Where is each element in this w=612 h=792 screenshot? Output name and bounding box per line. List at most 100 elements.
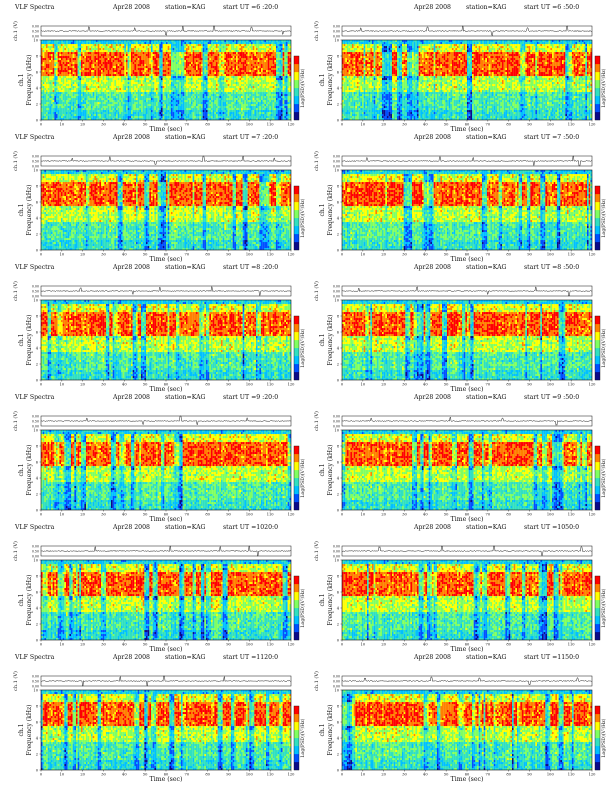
heatmap-cell — [134, 88, 136, 90]
heatmap-cell — [196, 98, 198, 100]
heatmap-cell — [223, 112, 225, 114]
heatmap-cell — [119, 74, 121, 76]
heatmap-cell — [158, 86, 160, 88]
heatmap-cell — [206, 60, 208, 62]
heatmap-cell — [43, 96, 45, 98]
heatmap-cell — [124, 96, 126, 98]
heatmap-cell — [166, 74, 168, 76]
heatmap-cell — [229, 60, 231, 62]
heatmap-cell — [81, 100, 83, 102]
heatmap-cell — [201, 106, 203, 108]
heatmap-cell — [143, 112, 145, 114]
heatmap-cell — [119, 62, 121, 64]
heatmap-cell — [59, 56, 61, 58]
heatmap-cell — [134, 108, 136, 110]
heatmap-cell — [121, 92, 123, 94]
heatmap-cell — [206, 52, 208, 54]
heatmap-cell — [51, 66, 53, 68]
heatmap-cell — [66, 74, 68, 76]
heatmap-cell — [241, 58, 243, 60]
heatmap-cell — [68, 68, 70, 70]
heatmap-cell — [71, 98, 73, 100]
heatmap-cell — [138, 94, 140, 96]
heatmap-cell — [248, 102, 250, 104]
heatmap-cell — [123, 40, 125, 42]
heatmap-cell — [64, 54, 66, 56]
heatmap-cell — [246, 82, 248, 84]
heatmap-cell — [123, 116, 125, 118]
heatmap-cell — [188, 68, 190, 70]
heatmap-cell — [186, 106, 188, 108]
heatmap-cell — [46, 42, 48, 44]
heatmap-cell — [151, 52, 153, 54]
heatmap-cell — [203, 80, 205, 82]
heatmap-cell — [111, 112, 113, 114]
heatmap-cell — [218, 52, 220, 54]
heatmap-cell — [136, 42, 138, 44]
heatmap-cell — [66, 104, 68, 106]
heatmap-cell — [89, 116, 91, 118]
heatmap-cell — [248, 94, 250, 96]
heatmap-cell — [191, 70, 193, 72]
heatmap-cell — [118, 40, 120, 42]
heatmap-cell — [148, 110, 150, 112]
heatmap-cell — [174, 110, 176, 112]
heatmap-cell — [236, 80, 238, 82]
heatmap-cell — [104, 80, 106, 82]
heatmap-cell — [193, 84, 195, 86]
heatmap-cell — [116, 58, 118, 60]
heatmap-cell — [121, 64, 123, 66]
heatmap-cell — [159, 110, 161, 112]
heatmap-cell — [216, 58, 218, 60]
heatmap-cell — [166, 116, 168, 118]
heatmap-cell — [93, 58, 95, 60]
heatmap-cell — [246, 60, 248, 62]
heatmap-cell — [133, 54, 135, 56]
heatmap-cell — [123, 88, 125, 90]
heatmap-cell — [176, 48, 178, 50]
heatmap-cell — [158, 102, 160, 104]
heatmap-cell — [56, 56, 58, 58]
heatmap-cell — [88, 54, 90, 56]
heatmap-cell — [139, 60, 141, 62]
heatmap-cell — [206, 66, 208, 68]
heatmap-cell — [99, 64, 101, 66]
heatmap-cell — [204, 88, 206, 90]
heatmap-cell — [58, 42, 60, 44]
heatmap-cell — [198, 114, 200, 116]
heatmap-cell — [78, 52, 80, 54]
heatmap-cell — [199, 86, 201, 88]
heatmap-cell — [219, 60, 221, 62]
heatmap-cell — [118, 70, 120, 72]
heatmap-cell — [238, 42, 240, 44]
heatmap-cell — [141, 58, 143, 60]
heatmap-cell — [98, 60, 100, 62]
heatmap-cell — [168, 112, 170, 114]
heatmap-cell — [129, 110, 131, 112]
heatmap-cell — [196, 112, 198, 114]
heatmap-cell — [196, 66, 198, 68]
heatmap-cell — [94, 108, 96, 110]
heatmap-cell — [229, 78, 231, 80]
heatmap-cell — [231, 72, 233, 74]
heatmap-cell — [61, 104, 63, 106]
heatmap-cell — [164, 60, 166, 62]
heatmap-cell — [243, 100, 245, 102]
heatmap-cell — [144, 52, 146, 54]
heatmap-cell — [144, 98, 146, 100]
heatmap-cell — [194, 74, 196, 76]
heatmap-cell — [146, 112, 148, 114]
heatmap-cell — [178, 44, 180, 46]
heatmap-cell — [151, 96, 153, 98]
heatmap-cell — [164, 72, 166, 74]
heatmap-cell — [103, 112, 105, 114]
heatmap-cell — [243, 114, 245, 116]
heatmap-cell — [141, 70, 143, 72]
heatmap-cell — [103, 42, 105, 44]
heatmap-cell — [101, 60, 103, 62]
heatmap-cell — [204, 98, 206, 100]
heatmap-cell — [96, 92, 98, 94]
heatmap-cell — [244, 40, 246, 42]
heatmap-cell — [124, 50, 126, 52]
heatmap-cell — [179, 54, 181, 56]
